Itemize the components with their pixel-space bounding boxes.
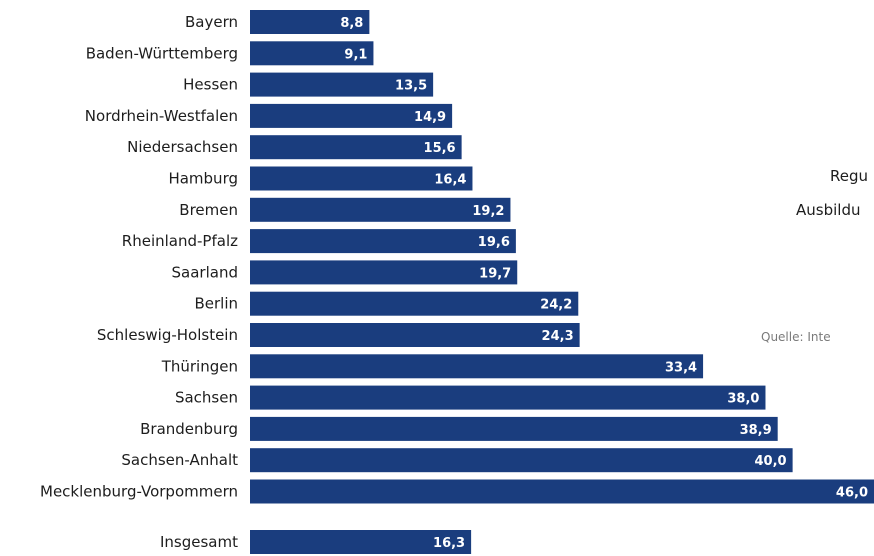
category-label: Niedersachsen (127, 138, 238, 156)
value-label: 38,0 (727, 392, 759, 407)
category-label: Hessen (183, 76, 238, 94)
category-label: Brandenburg (140, 420, 238, 438)
value-labels-group: 8,8 9,1 13,5 14,9 15,6 16,4 19,2 19,6 19,7 24,2 24… (340, 16, 868, 551)
value-label: 33,4 (665, 360, 697, 375)
bar-sachsen-anhalt (250, 448, 793, 473)
value-label: 13,5 (395, 79, 427, 94)
category-label: Rheinland-Pfalz (122, 232, 238, 250)
value-label: 9,1 (344, 47, 367, 62)
value-label: 19,7 (479, 266, 511, 281)
bar-insgesamt (250, 530, 472, 554)
value-label: 16,3 (433, 536, 465, 551)
bar-hamburg (250, 166, 473, 191)
bar-schleswig-holstein (250, 323, 580, 347)
bar-mecklenburg-vorpommern (250, 479, 874, 504)
bar-bremen (250, 197, 511, 222)
category-label: Hamburg (168, 170, 238, 188)
value-label: 24,3 (542, 329, 574, 344)
category-label: Baden-Württemberg (86, 44, 238, 62)
value-label: 38,9 (740, 423, 772, 438)
bar-niedersachsen (250, 135, 462, 160)
category-label: Insgesamt (160, 533, 238, 551)
side-text-line1: Regu (830, 167, 868, 185)
bar-hessen (250, 72, 434, 97)
value-label: 19,6 (478, 235, 510, 250)
category-label: Mecklenburg-Vorpommern (40, 483, 238, 501)
bar-berlin (250, 291, 579, 316)
bar-sachsen (250, 385, 766, 410)
category-label: Bremen (179, 201, 238, 219)
bar-saarland (250, 260, 518, 285)
bar-brandenburg (250, 416, 778, 441)
bar-baden-w-rttemberg (250, 41, 374, 66)
value-label: 46,0 (836, 486, 868, 501)
category-labels-group: Bayern Baden-Württemberg Hessen Nordrhein-W… (40, 13, 238, 551)
side-text-line2: Ausbildu (796, 201, 860, 219)
value-label: 19,2 (472, 204, 504, 219)
value-label: 40,0 (755, 454, 787, 469)
category-label: Thüringen (161, 357, 238, 375)
bar-nordrhein-westfalen (250, 103, 453, 128)
side-source-text: Quelle: Inte (761, 330, 831, 344)
value-label: 8,8 (340, 16, 363, 31)
value-label: 24,2 (540, 298, 572, 313)
category-label: Sachsen-Anhalt (121, 451, 238, 469)
value-label: 15,6 (424, 141, 456, 156)
category-label: Sachsen (175, 389, 238, 407)
bar-rheinland-pfalz (250, 229, 516, 254)
category-label: Schleswig-Holstein (97, 326, 238, 344)
value-label: 16,4 (434, 173, 466, 188)
bars-group (250, 10, 874, 554)
category-label: Nordrhein-Westfalen (85, 107, 238, 125)
category-label: Berlin (194, 295, 238, 313)
bar-th-ringen (250, 354, 704, 379)
category-label: Bayern (185, 13, 238, 31)
bar-bayern (250, 10, 370, 34)
value-label: 14,9 (414, 110, 446, 125)
category-label: Saarland (172, 263, 238, 281)
